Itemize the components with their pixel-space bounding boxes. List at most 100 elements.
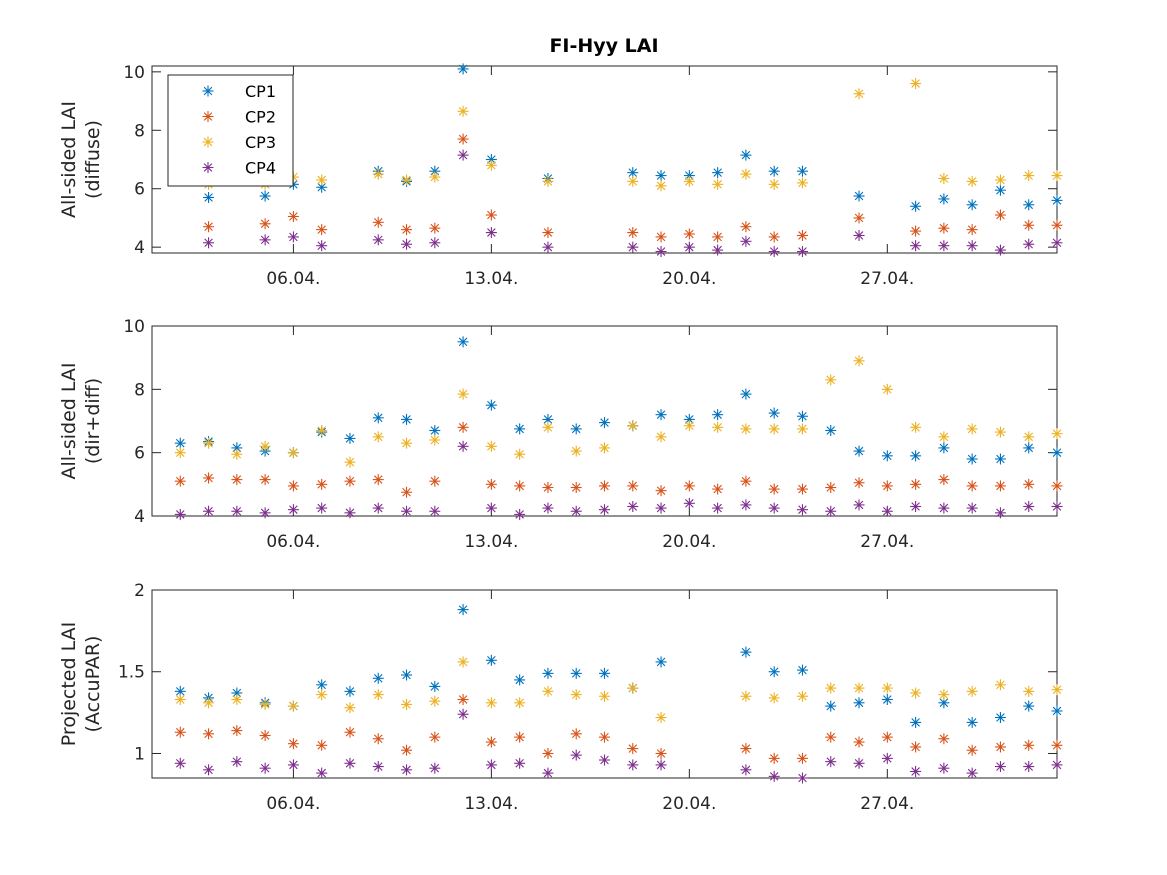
data-point [966,423,978,435]
data-point [966,502,978,514]
data-point [429,695,441,707]
data-point [542,685,554,697]
data-point [1051,428,1063,440]
data-point [966,744,978,756]
data-point [683,497,695,509]
data-point [203,472,215,484]
data-point [994,426,1006,438]
data-point [712,231,724,243]
data-point [485,209,497,221]
y-axis-label-line: All-sided LAI [58,101,80,218]
data-point [372,168,384,180]
series-cp2 [174,694,1063,764]
data-point [853,88,865,100]
data-point [316,478,328,490]
data-point [316,739,328,751]
data-point [1023,761,1035,773]
data-point [344,685,356,697]
data-point [429,762,441,774]
y-tick-label: 10 [123,317,145,337]
data-point [853,190,865,202]
data-point [542,241,554,253]
data-point [683,241,695,253]
data-point [627,175,639,187]
data-point [457,440,469,452]
data-point [542,421,554,433]
data-point [344,432,356,444]
series-cp3 [203,78,1063,192]
data-point [655,409,667,421]
data-point [853,229,865,241]
data-point [796,165,808,177]
data-point [174,685,186,697]
data-point [910,78,922,90]
data-point [372,502,384,514]
data-point [938,222,950,234]
data-point [316,224,328,236]
data-point [655,656,667,668]
data-point [740,221,752,233]
data-point [457,336,469,348]
data-point [1023,700,1035,712]
data-point [231,448,243,460]
data-point [881,752,893,764]
data-point [740,499,752,511]
data-point [316,502,328,514]
data-point [768,423,780,435]
data-point [429,680,441,692]
data-point [599,690,610,702]
data-point [627,420,639,432]
data-point [542,667,554,679]
data-point [740,235,752,247]
data-point [1023,739,1035,751]
data-point [627,480,639,492]
data-point [485,227,497,239]
data-point [966,716,978,728]
data-point [514,674,526,686]
data-point [1023,219,1035,231]
data-point [910,421,922,433]
data-point [683,420,695,432]
data-point [796,772,808,784]
data-point [174,437,186,449]
data-point [627,501,639,512]
data-point [174,694,186,706]
data-point [796,690,808,702]
data-point [429,731,441,743]
data-point [910,765,922,777]
data-point [910,225,922,237]
data-point [372,761,384,773]
data-point [796,752,808,764]
data-point [542,482,554,493]
data-point [457,149,469,161]
data-point [514,508,526,520]
y-tick-label: 1 [134,744,145,764]
data-point [994,244,1006,256]
series-cp4 [203,149,1063,258]
data-point [259,190,271,202]
data-point [570,505,582,517]
series-cp4 [174,708,1063,784]
data-point [316,181,328,193]
series-cp2 [174,421,1063,498]
data-point [344,726,356,738]
data-point [287,210,299,222]
data-point [372,234,384,246]
data-point [570,728,582,740]
data-point [627,227,639,239]
data-point [768,246,780,258]
data-point [627,759,639,771]
data-point [938,431,950,443]
x-tick-label: 20.04. [662,794,716,814]
data-point [401,224,413,236]
data-point [287,447,299,459]
data-point [231,474,243,486]
data-point [1051,480,1063,492]
data-point [372,474,384,486]
data-point [853,355,865,367]
data-point [429,475,441,487]
data-point [259,507,271,519]
data-point [768,752,780,764]
x-tick-label: 13.04. [464,532,518,552]
data-point [203,697,215,709]
